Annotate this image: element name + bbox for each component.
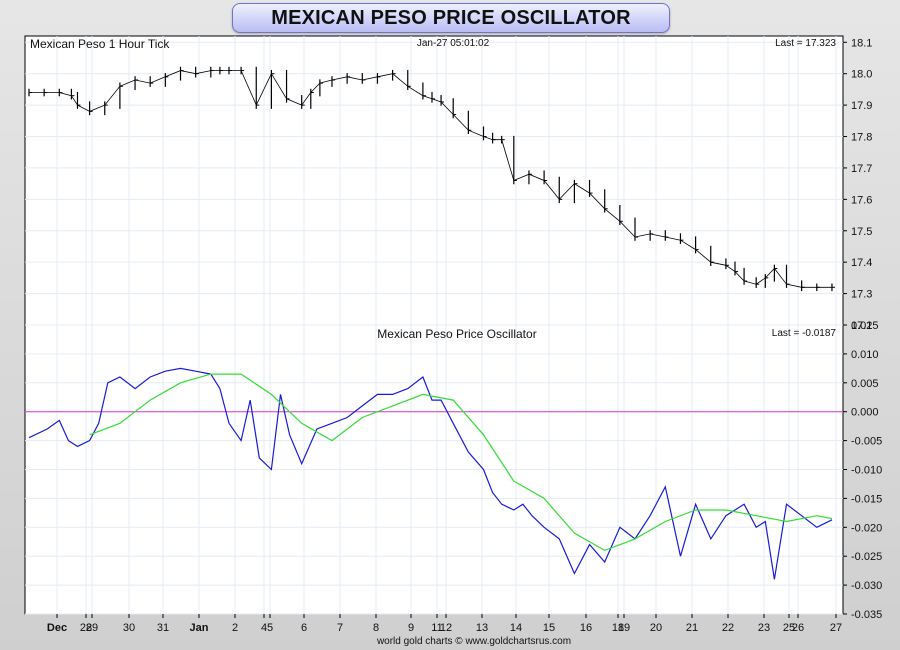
y-tick-label-oscillator: -0.005: [851, 436, 882, 448]
x-tick-label: 7: [337, 622, 343, 634]
signal-series-line: [89, 373, 833, 552]
chart-title: MEXICAN PESO PRICE OSCILLATOR: [271, 6, 631, 29]
y-tick-label-oscillator: 0.015: [851, 320, 879, 332]
x-tick-label: 23: [758, 622, 770, 634]
x-tick-label: 28: [80, 622, 92, 634]
y-tick-label-price: 17.5: [851, 226, 872, 238]
x-tick-label: 15: [543, 622, 555, 634]
x-tick-label: Jan: [190, 622, 209, 634]
y-tick-label-oscillator: -0.030: [851, 580, 882, 592]
y-tick-label-price: 18.1: [851, 37, 872, 49]
x-tick-label: 14: [510, 622, 522, 634]
x-tick-label: 18: [612, 622, 624, 634]
x-tick-label: 12: [440, 622, 452, 634]
y-tick-label-price: 18.0: [851, 69, 872, 81]
x-tick-label: 19: [618, 622, 630, 634]
x-tick-label: 9: [408, 622, 414, 634]
y-tick-label-price: 17.4: [851, 257, 872, 269]
y-tick-label-oscillator: 0.000: [851, 407, 879, 419]
title-banner: MEXICAN PESO PRICE OSCILLATOR: [232, 3, 670, 33]
x-tick-label: 4: [261, 622, 267, 634]
y-tick-label-oscillator: -0.020: [851, 522, 882, 534]
x-tick-label: 26: [792, 622, 804, 634]
y-tick-label-oscillator: -0.010: [851, 465, 882, 477]
y-tick-label-oscillator: -0.015: [851, 493, 882, 505]
oscillator-panel-title: Mexican Peso Price Oscillator: [377, 327, 536, 341]
y-tick-label-oscillator: -0.035: [851, 609, 882, 621]
x-tick-label: 22: [722, 622, 734, 634]
x-tick-label: 2: [232, 622, 238, 634]
x-tick-label: 8: [373, 622, 379, 634]
y-tick-label-oscillator: -0.025: [851, 551, 882, 563]
x-tick-label: 11: [431, 622, 442, 634]
footer-credit: world gold charts © www.goldchartsrus.co…: [376, 636, 571, 647]
x-tick-label: 31: [157, 622, 169, 634]
oscillator-series-line: [28, 367, 833, 580]
y-tick-label-price: 17.2: [851, 320, 872, 332]
y-tick-label-price: 17.9: [851, 100, 872, 112]
x-tick-label: 29: [86, 622, 98, 634]
y-tick-label-oscillator: 0.010: [851, 349, 879, 361]
x-tick-label: 27: [830, 622, 842, 634]
x-tick-label: 30: [123, 622, 135, 634]
y-tick-label-price: 17.3: [851, 289, 872, 301]
x-tick-label: 6: [301, 622, 307, 634]
x-tick-label: Dec: [47, 622, 67, 634]
price-last-label: Last = 17.323: [775, 38, 836, 49]
oscillator-last-label: Last = -0.0187: [772, 328, 837, 339]
x-tick-label: 21: [686, 622, 698, 634]
x-tick-label: 13: [476, 622, 488, 634]
y-tick-label-price: 17.8: [851, 132, 872, 144]
x-tick-label: 25: [783, 622, 795, 634]
price-series-line: [29, 70, 832, 288]
x-tick-label: 20: [650, 622, 662, 634]
y-tick-label-price: 17.7: [851, 163, 872, 175]
y-tick-label-oscillator: 0.005: [851, 378, 879, 390]
x-tick-label: 16: [580, 622, 592, 634]
price-panel-timestamp: Jan-27 05:01:02: [417, 38, 490, 49]
price-panel-title: Mexican Peso 1 Hour Tick: [30, 37, 170, 51]
y-tick-label-price: 17.6: [851, 194, 872, 206]
x-tick-label: 5: [267, 622, 273, 634]
